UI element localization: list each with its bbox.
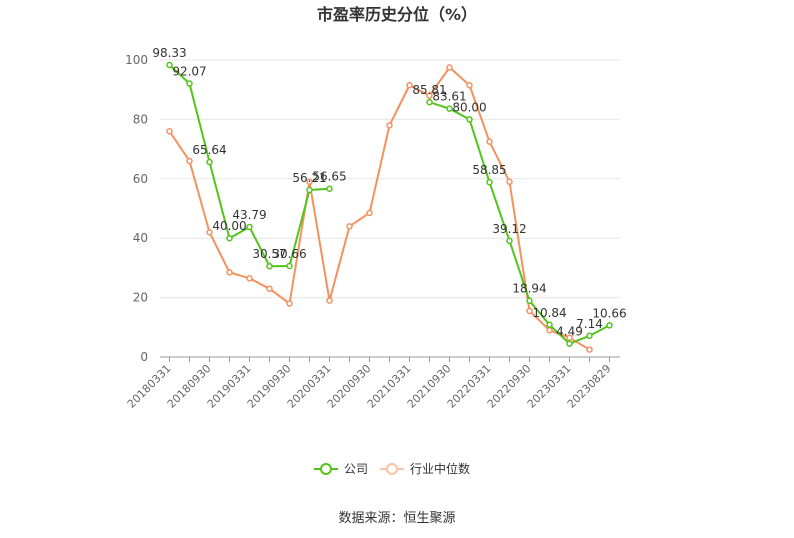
data-label: 65.64 — [192, 143, 226, 157]
data-label: 80.00 — [452, 100, 486, 114]
y-tick-label: 80 — [133, 112, 148, 126]
industry-point — [266, 285, 273, 292]
data-label: 92.07 — [172, 65, 206, 79]
company-point — [466, 116, 473, 123]
y-tick-label: 100 — [125, 53, 148, 67]
company-point — [546, 321, 553, 329]
legend-item-industry-median[interactable]: 行业中位数 — [380, 461, 470, 476]
data-label: 39.12 — [492, 222, 526, 236]
y-tick-label: 40 — [133, 231, 148, 245]
company-series-line — [168, 64, 330, 268]
data-label: 43.79 — [232, 208, 266, 222]
data-label: 40.00 — [212, 219, 246, 233]
industry-point — [486, 138, 493, 145]
industry-point — [506, 178, 513, 186]
data-label: 98.33 — [152, 46, 186, 60]
data-label: 30.57 — [252, 247, 286, 261]
data-label: 85.81 — [412, 83, 446, 97]
company-point — [606, 322, 613, 329]
company-point — [326, 185, 333, 192]
data-label: 10.84 — [532, 306, 566, 320]
data-label: 56.65 — [312, 170, 346, 184]
industry-point — [426, 92, 433, 99]
industry-point — [206, 229, 213, 236]
data-source: 数据来源：恒生聚源 — [338, 511, 455, 526]
industry-point — [286, 300, 293, 307]
legend-company-label: 公司 — [344, 462, 368, 476]
legend[interactable]: 公司 行业中位数 — [314, 461, 470, 476]
x-tick-label: 20230829 — [565, 362, 614, 411]
industry-point — [166, 128, 173, 135]
company-point — [306, 186, 313, 194]
industry-point — [406, 81, 413, 89]
industry-point — [586, 346, 593, 353]
y-tick-label: 20 — [133, 291, 148, 305]
company-point — [526, 297, 533, 304]
industry-point — [446, 64, 453, 71]
legend-industry-label: 行业中位数 — [410, 461, 470, 476]
industry-point — [226, 269, 233, 276]
industry-series-line — [168, 66, 591, 351]
industry-point — [326, 297, 333, 304]
industry-point — [466, 81, 473, 89]
y-tick-label: 60 — [133, 172, 148, 186]
company-point — [206, 158, 213, 166]
company-point — [506, 237, 513, 245]
legend-industry-marker — [386, 463, 398, 475]
company-point — [446, 105, 453, 112]
company-point — [186, 80, 193, 87]
company-point — [286, 262, 293, 270]
industry-point — [566, 334, 573, 341]
company-point — [486, 178, 493, 186]
industry-point — [186, 157, 193, 165]
data-label: 7.14 — [576, 317, 603, 331]
legend-item-company[interactable]: 公司 — [314, 462, 368, 476]
grid-lines — [160, 59, 620, 299]
chart-title: 市盈率历史分位（%） — [317, 5, 477, 24]
company-point — [426, 98, 433, 106]
company-series-line — [429, 101, 610, 345]
company-point — [166, 61, 173, 69]
data-label: 4.49 — [556, 325, 583, 339]
industry-point — [386, 122, 393, 129]
series-layer — [166, 61, 613, 353]
y-axis: 0 20 40 60 80 100 — [125, 53, 148, 364]
data-label: 58.85 — [472, 163, 506, 177]
industry-point — [546, 327, 553, 334]
y-tick-label: 0 — [140, 350, 148, 364]
company-point — [566, 340, 573, 347]
data-label: 18.94 — [512, 282, 546, 296]
industry-point — [306, 178, 313, 186]
x-axis: 2018033120180930201903312019093020200331… — [125, 356, 620, 411]
legend-company-marker — [320, 463, 332, 475]
data-label: 56.21 — [292, 171, 326, 185]
industry-point — [366, 209, 373, 217]
data-label: 30.66 — [272, 247, 306, 261]
data-label: 10.66 — [592, 306, 626, 320]
industry-point — [346, 223, 353, 230]
industry-point — [246, 275, 253, 282]
company-point — [266, 262, 273, 270]
company-point — [246, 223, 253, 231]
industry-point — [526, 307, 533, 315]
company-point — [226, 234, 233, 242]
company-point — [586, 332, 593, 340]
data-label: 83.61 — [432, 90, 466, 104]
